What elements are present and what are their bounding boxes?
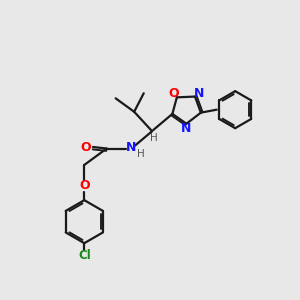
- Text: O: O: [80, 140, 91, 154]
- Text: H: H: [137, 149, 145, 159]
- Text: N: N: [126, 141, 136, 154]
- Text: N: N: [181, 122, 192, 135]
- Text: H: H: [150, 133, 158, 143]
- Text: N: N: [194, 87, 204, 100]
- Text: O: O: [79, 179, 90, 192]
- Text: Cl: Cl: [78, 249, 91, 262]
- Text: O: O: [168, 87, 178, 100]
